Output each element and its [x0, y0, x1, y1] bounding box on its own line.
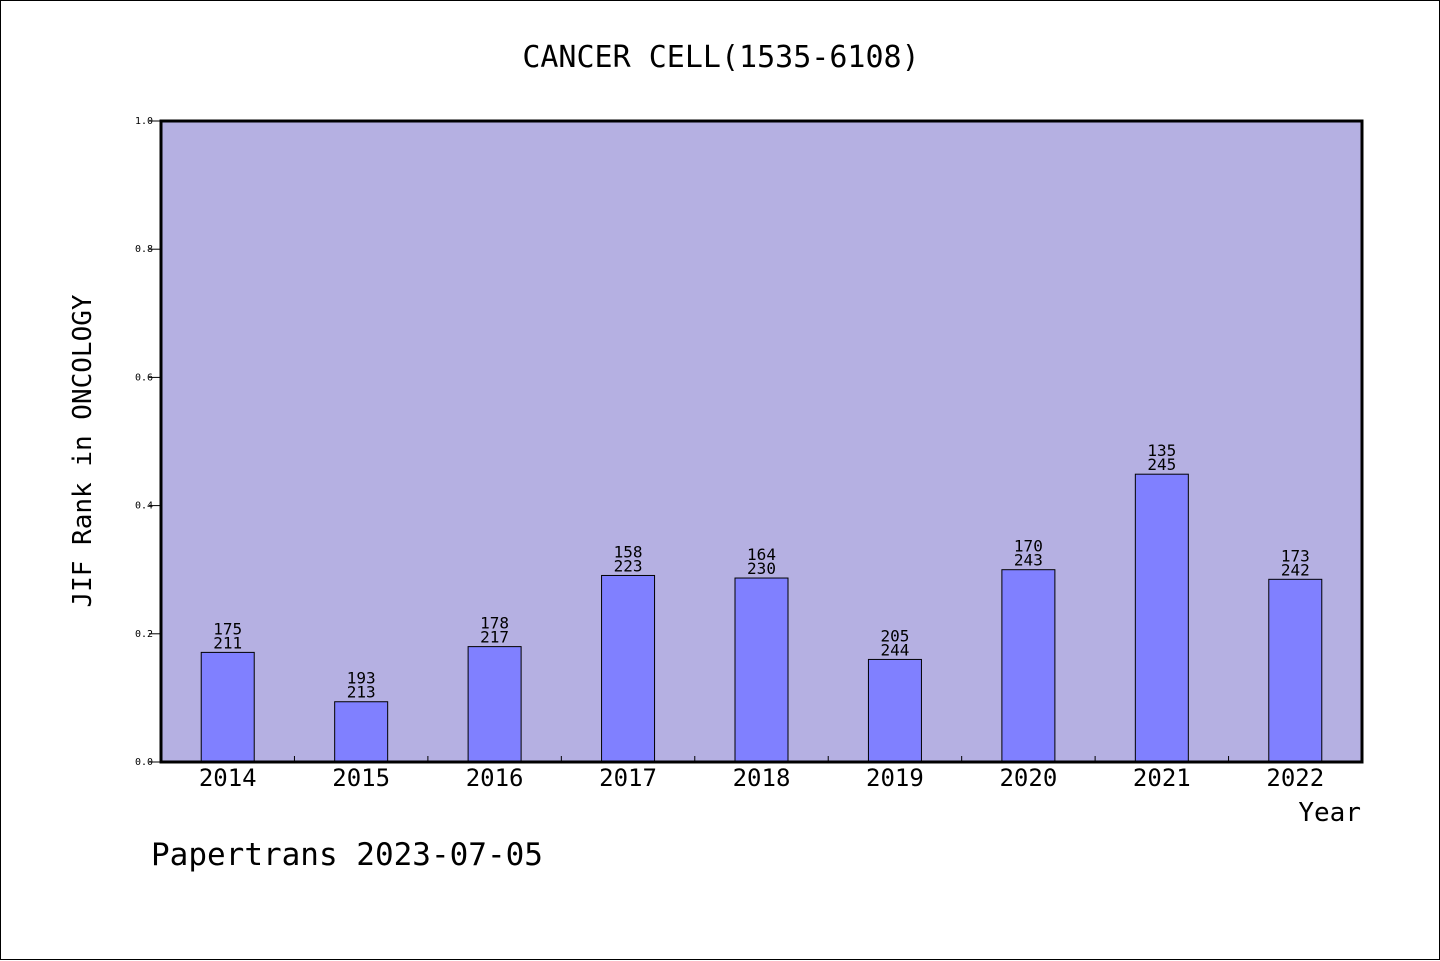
bar-label-total-2021: 245	[1147, 455, 1176, 474]
x-tick-label-2015: 2015	[332, 764, 390, 792]
bar-2016	[467, 646, 522, 763]
bar-label-rank-2020: 170	[1014, 537, 1043, 556]
x-tick-label-2021: 2021	[1133, 764, 1191, 792]
bar-label-total-2020: 243	[1014, 551, 1043, 570]
x-tick-label-2022: 2022	[1266, 764, 1324, 792]
bar-label-total-2016: 217	[480, 628, 509, 647]
bar-2022	[1268, 578, 1323, 763]
bar-label-total-2017: 223	[614, 556, 643, 575]
bar-2017	[601, 574, 656, 763]
y-tick-label: 0.0	[135, 757, 153, 768]
x-tick-label-2018: 2018	[733, 764, 791, 792]
bar-label-rank-2019: 205	[880, 626, 909, 645]
x-tick-label-2014: 2014	[199, 764, 257, 792]
chart-title: CANCER CELL(1535-6108)	[522, 40, 919, 75]
x-axis-ticks: 2014 2015 2016 2017 2018 2019 2020 2021 2022	[199, 756, 1324, 792]
bar-label-rank-2014: 175	[213, 619, 242, 638]
bar-label-total-2015: 213	[347, 683, 376, 702]
bar-label-total-2018: 230	[747, 559, 776, 578]
y-tick-label: 0.8	[135, 244, 153, 255]
y-tick-label: 1.0	[135, 116, 153, 127]
bar-2015	[334, 701, 389, 763]
x-tick-label-2016: 2016	[466, 764, 524, 792]
bar-series	[200, 473, 1323, 763]
bar-label-rank-2015: 193	[347, 669, 376, 688]
y-axis-title: JIF Rank in ONCOLOGY	[68, 294, 98, 607]
bar-label-rank-2022: 173	[1281, 546, 1310, 565]
bar-label-total-2014: 211	[213, 633, 242, 652]
bar-label-total-2019: 244	[880, 640, 909, 659]
bar-labels: 1752111932131782171582231642302052441702…	[213, 441, 1309, 702]
bar-2021	[1134, 473, 1189, 763]
bar-label-rank-2021: 135	[1147, 441, 1176, 460]
footer-credit: Papertrans 2023-07-05	[151, 837, 543, 873]
x-axis-title: Year	[1298, 798, 1361, 828]
y-tick-label: 0.4	[135, 501, 153, 512]
bar-2018	[734, 577, 789, 763]
bar-label-rank-2017: 158	[614, 542, 643, 561]
x-tick-label-2017: 2017	[599, 764, 657, 792]
y-tick-label: 0.2	[135, 629, 153, 640]
bar-label-rank-2018: 164	[747, 545, 776, 564]
bar-2020	[1001, 569, 1056, 763]
plot-border	[159, 119, 1364, 764]
bar-label-total-2022: 242	[1281, 560, 1310, 579]
x-tick-label-2020: 2020	[999, 764, 1057, 792]
x-tick-label-2019: 2019	[866, 764, 924, 792]
bar-label-rank-2016: 178	[480, 614, 509, 633]
bar-2014	[200, 651, 255, 763]
bar-2019	[867, 658, 922, 763]
y-tick-label: 0.6	[135, 372, 153, 383]
y-axis-ticks: 0.0 0.2 0.4 0.6 0.8 1.0	[135, 116, 161, 768]
